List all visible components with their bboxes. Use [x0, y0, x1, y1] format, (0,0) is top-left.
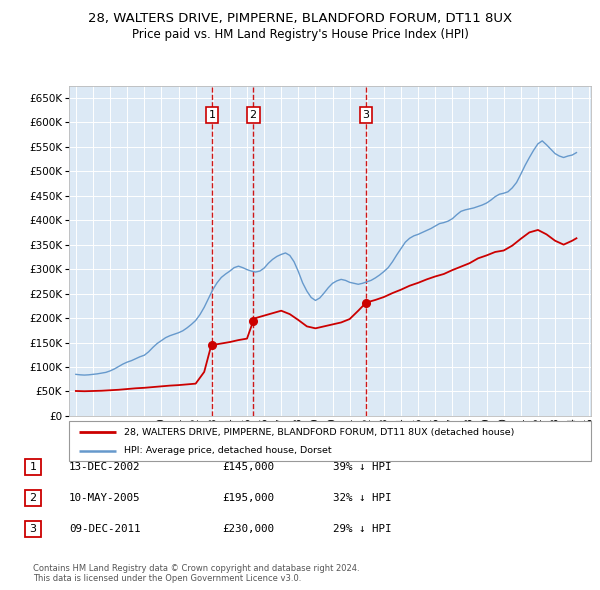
Text: Contains HM Land Registry data © Crown copyright and database right 2024.
This d: Contains HM Land Registry data © Crown c… — [33, 563, 359, 583]
Text: 32% ↓ HPI: 32% ↓ HPI — [333, 493, 392, 503]
Text: 13-DEC-2002: 13-DEC-2002 — [69, 463, 140, 472]
Text: 1: 1 — [29, 463, 37, 472]
Text: 3: 3 — [362, 110, 369, 120]
Text: HPI: Average price, detached house, Dorset: HPI: Average price, detached house, Dors… — [124, 446, 331, 455]
Text: £195,000: £195,000 — [222, 493, 274, 503]
Text: 39% ↓ HPI: 39% ↓ HPI — [333, 463, 392, 472]
Text: Price paid vs. HM Land Registry's House Price Index (HPI): Price paid vs. HM Land Registry's House … — [131, 28, 469, 41]
Text: 09-DEC-2011: 09-DEC-2011 — [69, 524, 140, 533]
Text: 28, WALTERS DRIVE, PIMPERNE, BLANDFORD FORUM, DT11 8UX: 28, WALTERS DRIVE, PIMPERNE, BLANDFORD F… — [88, 12, 512, 25]
Text: 10-MAY-2005: 10-MAY-2005 — [69, 493, 140, 503]
Text: 2: 2 — [250, 110, 257, 120]
Text: £230,000: £230,000 — [222, 524, 274, 533]
Text: £145,000: £145,000 — [222, 463, 274, 472]
Text: 3: 3 — [29, 524, 37, 533]
Text: 2: 2 — [29, 493, 37, 503]
Text: 1: 1 — [208, 110, 215, 120]
Text: 29% ↓ HPI: 29% ↓ HPI — [333, 524, 392, 533]
Text: 28, WALTERS DRIVE, PIMPERNE, BLANDFORD FORUM, DT11 8UX (detached house): 28, WALTERS DRIVE, PIMPERNE, BLANDFORD F… — [124, 428, 514, 437]
